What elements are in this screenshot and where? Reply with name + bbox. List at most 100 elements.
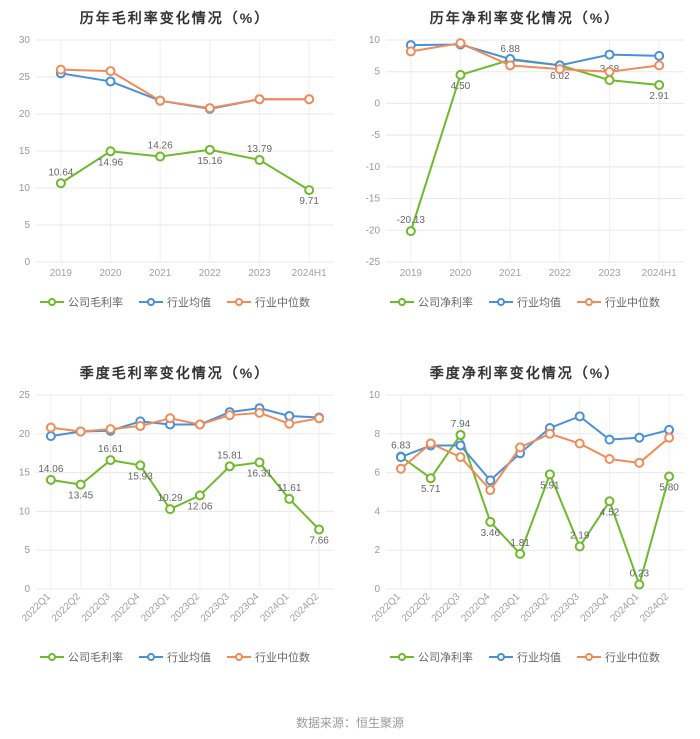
svg-text:2021: 2021 bbox=[149, 268, 172, 279]
svg-text:5: 5 bbox=[24, 545, 30, 556]
legend-item-company: 公司净利率 bbox=[390, 649, 473, 665]
svg-text:8: 8 bbox=[374, 429, 380, 440]
svg-text:2023Q3: 2023Q3 bbox=[549, 591, 582, 624]
svg-text:2023Q4: 2023Q4 bbox=[579, 591, 612, 624]
svg-text:0: 0 bbox=[24, 257, 30, 268]
svg-text:2022Q2: 2022Q2 bbox=[400, 591, 433, 624]
svg-text:2023: 2023 bbox=[248, 268, 271, 279]
svg-text:2022Q3: 2022Q3 bbox=[430, 591, 463, 624]
panel-annual-gross: 历年毛利率变化情况（%） 051015202530201920202021202… bbox=[0, 0, 350, 355]
legend-item-median: 行业中位数 bbox=[577, 649, 660, 665]
svg-text:16.31: 16.31 bbox=[247, 468, 272, 479]
svg-text:14.96: 14.96 bbox=[98, 157, 123, 168]
chart-canvas-annual-gross: 051015202530201920202021202220232024H110… bbox=[4, 34, 346, 284]
legend-label: 行业中位数 bbox=[255, 649, 310, 665]
chart-grid: 历年毛利率变化情况（%） 051015202530201920202021202… bbox=[0, 0, 700, 710]
svg-text:25: 25 bbox=[19, 390, 31, 401]
svg-text:-5: -5 bbox=[371, 130, 380, 141]
svg-text:13.45: 13.45 bbox=[68, 491, 93, 502]
svg-text:20: 20 bbox=[19, 429, 31, 440]
svg-text:15: 15 bbox=[19, 146, 31, 157]
svg-text:2024Q1: 2024Q1 bbox=[258, 591, 291, 624]
svg-text:2022Q2: 2022Q2 bbox=[50, 591, 83, 624]
svg-text:0.23: 0.23 bbox=[630, 569, 650, 580]
svg-text:6: 6 bbox=[374, 468, 380, 479]
chart-title: 季度净利率变化情况（%） bbox=[354, 363, 696, 383]
legend-marker-icon bbox=[139, 651, 163, 663]
chart-canvas-quarter-gross: 05101520252022Q12022Q22022Q32022Q42023Q1… bbox=[4, 389, 346, 639]
legend-item-median: 行业中位数 bbox=[227, 294, 310, 310]
svg-text:2.91: 2.91 bbox=[649, 91, 669, 102]
svg-text:10: 10 bbox=[369, 390, 381, 401]
svg-text:2023Q2: 2023Q2 bbox=[519, 591, 552, 624]
legend-marker-icon bbox=[390, 651, 414, 663]
chart-title: 历年净利率变化情况（%） bbox=[354, 8, 696, 28]
legend-marker-icon bbox=[390, 296, 414, 308]
svg-text:25: 25 bbox=[19, 72, 31, 83]
svg-text:2019: 2019 bbox=[400, 268, 423, 279]
panel-quarter-net: 季度净利率变化情况（%） 02468102022Q12022Q22022Q320… bbox=[350, 355, 700, 710]
svg-text:15.81: 15.81 bbox=[217, 450, 242, 461]
svg-text:14.06: 14.06 bbox=[38, 464, 63, 475]
svg-text:10: 10 bbox=[369, 35, 381, 46]
svg-text:6.88: 6.88 bbox=[500, 44, 520, 55]
svg-text:-20: -20 bbox=[366, 225, 381, 236]
svg-text:4.52: 4.52 bbox=[600, 507, 620, 518]
chart-title: 季度毛利率变化情况（%） bbox=[4, 363, 346, 383]
svg-text:30: 30 bbox=[19, 35, 31, 46]
svg-text:2.19: 2.19 bbox=[570, 531, 590, 542]
svg-text:4.50: 4.50 bbox=[451, 81, 471, 92]
svg-text:2023Q2: 2023Q2 bbox=[169, 591, 202, 624]
svg-text:16.61: 16.61 bbox=[98, 444, 123, 455]
svg-text:2020: 2020 bbox=[99, 268, 122, 279]
legend-marker-icon bbox=[40, 651, 64, 663]
svg-text:9.71: 9.71 bbox=[299, 196, 319, 207]
svg-text:2022Q4: 2022Q4 bbox=[109, 591, 142, 624]
svg-text:12.06: 12.06 bbox=[187, 501, 212, 512]
svg-text:2024Q2: 2024Q2 bbox=[638, 591, 671, 624]
chart-canvas-quarter-net: 02468102022Q12022Q22022Q32022Q42023Q1202… bbox=[354, 389, 696, 639]
legend-marker-icon bbox=[139, 296, 163, 308]
svg-text:0: 0 bbox=[374, 584, 380, 595]
legend: 公司毛利率 行业均值 行业中位数 bbox=[4, 643, 346, 665]
svg-text:2023Q1: 2023Q1 bbox=[489, 591, 522, 624]
legend-label: 行业均值 bbox=[517, 649, 561, 665]
svg-text:-20.13: -20.13 bbox=[397, 215, 426, 226]
svg-text:1.81: 1.81 bbox=[510, 538, 530, 549]
svg-text:2023Q1: 2023Q1 bbox=[139, 591, 172, 624]
legend-item-mean: 行业均值 bbox=[489, 649, 561, 665]
svg-text:2019: 2019 bbox=[50, 268, 73, 279]
svg-text:20: 20 bbox=[19, 109, 31, 120]
svg-text:2022Q3: 2022Q3 bbox=[80, 591, 113, 624]
chart-title: 历年毛利率变化情况（%） bbox=[4, 8, 346, 28]
svg-text:2024Q2: 2024Q2 bbox=[288, 591, 321, 624]
chart-canvas-annual-net: -25-20-15-10-505102019202020212022202320… bbox=[354, 34, 696, 284]
legend-label: 行业均值 bbox=[167, 294, 211, 310]
svg-text:13.79: 13.79 bbox=[247, 144, 272, 155]
legend-marker-icon bbox=[489, 296, 513, 308]
svg-text:10: 10 bbox=[19, 506, 31, 517]
legend-item-mean: 行业均值 bbox=[139, 649, 211, 665]
svg-text:2023Q3: 2023Q3 bbox=[199, 591, 232, 624]
legend-label: 行业中位数 bbox=[605, 649, 660, 665]
svg-text:4: 4 bbox=[374, 506, 380, 517]
svg-text:2: 2 bbox=[374, 545, 380, 556]
svg-text:2024H1: 2024H1 bbox=[642, 268, 677, 279]
legend-marker-icon bbox=[227, 651, 251, 663]
svg-text:2022Q4: 2022Q4 bbox=[459, 591, 492, 624]
legend-label: 行业中位数 bbox=[255, 294, 310, 310]
legend-label: 公司净利率 bbox=[418, 649, 473, 665]
svg-text:2022: 2022 bbox=[199, 268, 222, 279]
svg-text:10.29: 10.29 bbox=[158, 493, 183, 504]
panel-quarter-gross: 季度毛利率变化情况（%） 05101520252022Q12022Q22022Q… bbox=[0, 355, 350, 710]
svg-text:10.64: 10.64 bbox=[48, 167, 73, 178]
svg-text:14.26: 14.26 bbox=[148, 140, 173, 151]
svg-text:-10: -10 bbox=[366, 162, 381, 173]
svg-text:6.83: 6.83 bbox=[391, 440, 411, 451]
legend-item-mean: 行业均值 bbox=[489, 294, 561, 310]
svg-text:2023: 2023 bbox=[598, 268, 621, 279]
svg-text:10: 10 bbox=[19, 183, 31, 194]
legend-item-median: 行业中位数 bbox=[577, 294, 660, 310]
svg-text:2022Q1: 2022Q1 bbox=[20, 591, 53, 624]
legend-label: 公司毛利率 bbox=[68, 649, 123, 665]
